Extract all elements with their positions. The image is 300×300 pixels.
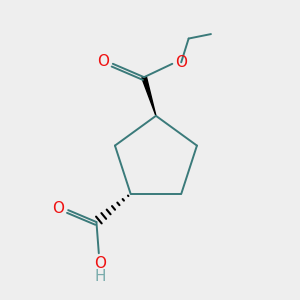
Polygon shape: [142, 76, 156, 116]
Text: H: H: [94, 269, 106, 284]
Text: O: O: [52, 201, 64, 216]
Text: O: O: [94, 256, 106, 271]
Text: O: O: [97, 54, 109, 69]
Text: O: O: [175, 55, 187, 70]
